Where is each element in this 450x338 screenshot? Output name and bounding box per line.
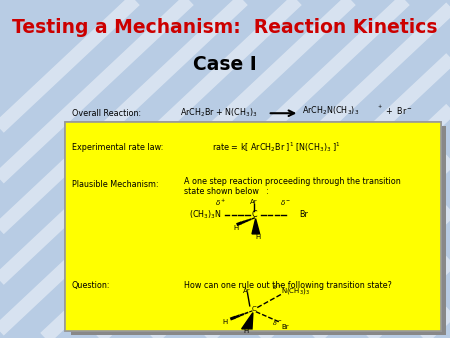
- Text: Plausible Mechanism:: Plausible Mechanism:: [72, 180, 158, 189]
- Text: ArCH$_2$N(CH$_3$)$_3$: ArCH$_2$N(CH$_3$)$_3$: [302, 104, 360, 117]
- Text: Ar: Ar: [251, 199, 258, 205]
- Text: H: H: [243, 328, 249, 334]
- Text: $\delta^+$: $\delta^+$: [215, 198, 226, 208]
- Text: How can one rule out the following transition state?: How can one rule out the following trans…: [184, 281, 392, 290]
- Text: Experimental rate law:: Experimental rate law:: [72, 143, 163, 151]
- Text: +  Br$^-$: + Br$^-$: [380, 105, 413, 116]
- Text: Overall Reaction:: Overall Reaction:: [72, 109, 141, 118]
- Text: state shown below   :: state shown below :: [184, 187, 270, 196]
- Text: Case I: Case I: [193, 55, 257, 74]
- Text: C: C: [252, 210, 257, 219]
- Text: Br: Br: [281, 324, 289, 330]
- Text: C: C: [252, 306, 256, 312]
- Text: Ar: Ar: [243, 288, 251, 294]
- Text: Br: Br: [299, 210, 308, 219]
- Text: N(CH$_3$)$_3$: N(CH$_3$)$_3$: [281, 286, 310, 296]
- Text: Question:: Question:: [72, 281, 111, 290]
- Text: $\delta^+$: $\delta^+$: [272, 283, 283, 292]
- Text: Testing a Mechanism:  Reaction Kinetics: Testing a Mechanism: Reaction Kinetics: [12, 18, 438, 37]
- FancyBboxPatch shape: [65, 122, 441, 331]
- Text: rate = k[ ArCH$_2$Br ]$^1$ [N(CH$_3$)$_3$ ]$^1$: rate = k[ ArCH$_2$Br ]$^1$ [N(CH$_3$)$_3…: [212, 140, 341, 154]
- Text: $^+$: $^+$: [376, 105, 382, 111]
- Text: H: H: [222, 319, 228, 325]
- Text: H: H: [234, 225, 239, 231]
- Text: ArCH$_2$Br + N(CH$_3$)$_3$: ArCH$_2$Br + N(CH$_3$)$_3$: [180, 107, 258, 119]
- FancyBboxPatch shape: [71, 126, 446, 335]
- FancyBboxPatch shape: [65, 122, 441, 331]
- Text: $\delta^-$: $\delta^-$: [280, 198, 292, 207]
- Text: H: H: [255, 234, 261, 240]
- Polygon shape: [242, 313, 253, 329]
- Text: A one step reaction proceeding through the transition: A one step reaction proceeding through t…: [184, 177, 401, 186]
- Polygon shape: [252, 219, 260, 234]
- Text: $\delta^-$: $\delta^-$: [272, 319, 283, 328]
- Text: (CH$_3$)$_3$N: (CH$_3$)$_3$N: [189, 209, 222, 221]
